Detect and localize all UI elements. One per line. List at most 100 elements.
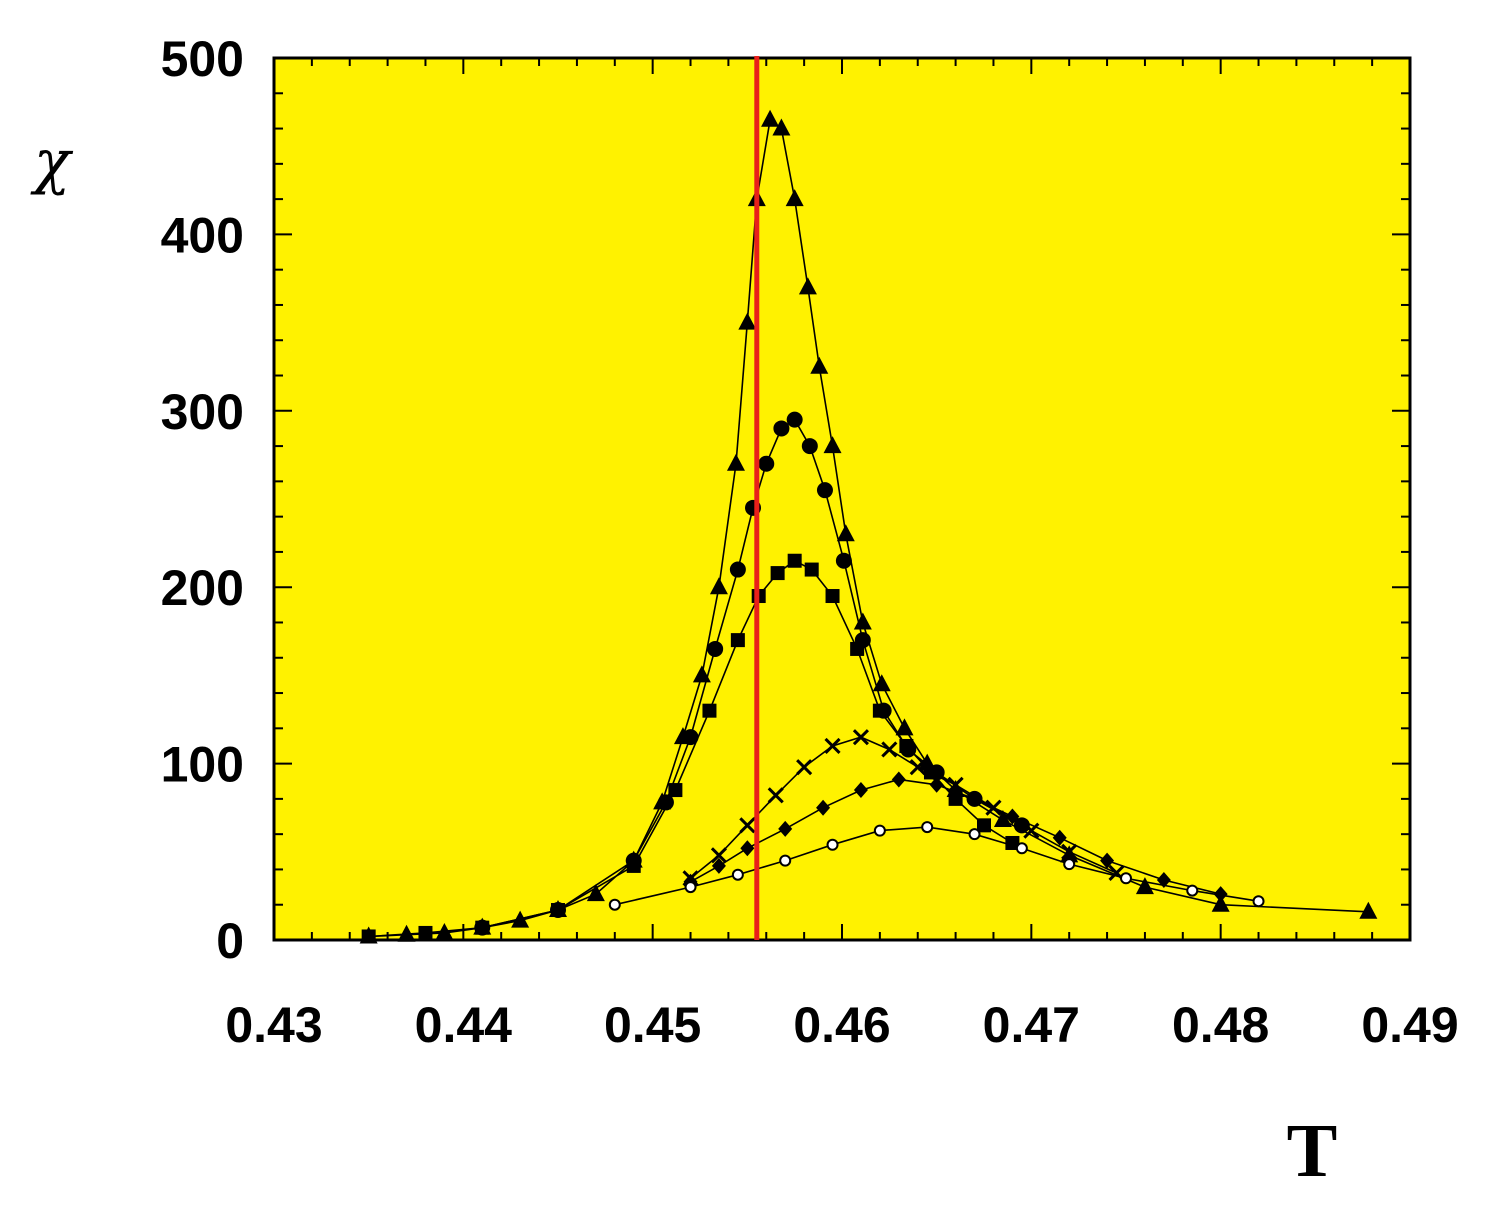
- data-point-cross: [947, 776, 964, 793]
- data-point-square: [872, 703, 887, 718]
- x-tick-label: 0.48: [1172, 997, 1269, 1053]
- data-point-triangle: [397, 924, 416, 942]
- data-point-triangle: [726, 453, 745, 471]
- data-point-circle: [1013, 817, 1030, 834]
- data-point-square: [787, 553, 802, 568]
- data-point-circle: [786, 411, 803, 428]
- plot-area: [272, 56, 1412, 942]
- data-point-circle: [682, 729, 699, 746]
- data-point-cross: [767, 787, 784, 804]
- data-point-triangle: [785, 189, 804, 207]
- data-point-open-circle: [873, 824, 886, 837]
- x-tick-label: 0.44: [415, 997, 513, 1053]
- data-point-square: [626, 858, 641, 873]
- data-point-open-circle: [826, 838, 839, 851]
- data-point-open-circle: [968, 828, 981, 841]
- data-point-open-circle: [1252, 895, 1265, 908]
- y-tick-label: 200: [161, 560, 244, 616]
- data-point-triangle: [872, 674, 891, 692]
- data-point-triangle: [823, 436, 842, 454]
- data-point-square: [702, 703, 717, 718]
- data-point-cross: [909, 759, 926, 776]
- data-point-square: [475, 920, 490, 935]
- data-point-triangle: [1135, 877, 1154, 895]
- data-point-diamond: [816, 799, 831, 816]
- data-point-circle: [758, 455, 775, 472]
- data-point-circle: [729, 561, 746, 578]
- data-point-triangle: [435, 922, 454, 940]
- data-point-diamond: [778, 820, 793, 837]
- data-point-square: [730, 633, 745, 648]
- data-point-diamond: [967, 790, 982, 807]
- data-point-triangle: [798, 277, 817, 295]
- data-point-triangle: [692, 665, 711, 683]
- data-point-triangle: [586, 884, 605, 902]
- y-tick-label: 300: [161, 384, 244, 440]
- data-point-diamond: [1100, 852, 1115, 869]
- x-tick-label: 0.49: [1361, 997, 1458, 1053]
- data-point-open-circle: [684, 881, 697, 894]
- data-point-cross: [1061, 843, 1078, 860]
- data-point-triangle: [772, 118, 791, 136]
- x-tick-label: 0.43: [225, 997, 322, 1053]
- data-point-diamond: [1005, 808, 1020, 825]
- data-point-cross: [881, 741, 898, 758]
- data-point-open-circle: [921, 821, 934, 834]
- data-point-triangle: [895, 718, 914, 736]
- data-point-diamond: [1213, 886, 1228, 903]
- data-point-diamond: [891, 771, 906, 788]
- data-point-square: [804, 562, 819, 577]
- data-point-triangle: [761, 109, 780, 127]
- data-point-triangle: [738, 312, 757, 330]
- data-point-triangle: [511, 910, 530, 928]
- data-point-square: [923, 765, 938, 780]
- x-tick-label: 0.45: [604, 997, 701, 1053]
- data-point-triangle: [853, 612, 872, 630]
- data-point-square: [977, 818, 991, 833]
- data-point-cross: [985, 799, 1002, 816]
- x-tick-label: 0.47: [983, 997, 1080, 1053]
- data-point-cross: [852, 729, 869, 746]
- data-point-cross: [739, 817, 756, 834]
- data-point-triangle: [810, 356, 829, 374]
- data-point-triangle: [1359, 901, 1378, 919]
- data-point-diamond: [1052, 829, 1067, 846]
- y-tick-label: 500: [161, 31, 244, 87]
- series-line-diamond: [690, 778, 1221, 895]
- data-point-circle: [816, 482, 833, 499]
- data-point-triangle: [836, 524, 855, 542]
- data-point-diamond: [1156, 872, 1171, 889]
- data-point-square: [948, 791, 963, 806]
- markers-layer: [359, 109, 1378, 944]
- data-point-square: [850, 641, 865, 656]
- data-point-open-circle: [1186, 884, 1199, 897]
- data-point-diamond: [711, 857, 726, 874]
- data-point-circle: [801, 438, 818, 455]
- data-point-triangle: [709, 577, 728, 595]
- data-point-cross: [824, 737, 841, 755]
- data-point-open-circle: [1015, 842, 1028, 855]
- data-point-open-circle: [1063, 858, 1076, 871]
- data-point-square: [899, 738, 914, 753]
- data-point-square: [668, 783, 683, 798]
- data-point-diamond: [929, 776, 944, 793]
- data-point-square: [1005, 835, 1020, 850]
- data-point-cross: [710, 847, 727, 864]
- y-tick-label: 400: [161, 207, 244, 263]
- y-axis-label: χ: [30, 127, 74, 197]
- data-point-circle: [657, 794, 674, 811]
- data-point-square: [825, 589, 840, 604]
- tick-labels-layer: 0.43 0.44 0.45 0.46 0.47 0.48 0.49 0 100 200 300 40…: [161, 31, 1459, 1053]
- ticks-layer: [273, 57, 1411, 941]
- data-point-open-circle: [608, 898, 621, 911]
- x-axis-label: T: [1287, 1109, 1338, 1193]
- data-point-square: [361, 929, 376, 944]
- data-point-open-circle: [731, 868, 744, 881]
- data-point-square: [551, 903, 565, 918]
- data-point-cross: [796, 759, 813, 776]
- data-point-cross: [1023, 822, 1040, 839]
- data-point-circle: [773, 420, 790, 437]
- y-tick-label: 100: [161, 737, 244, 793]
- data-point-triangle: [993, 810, 1012, 828]
